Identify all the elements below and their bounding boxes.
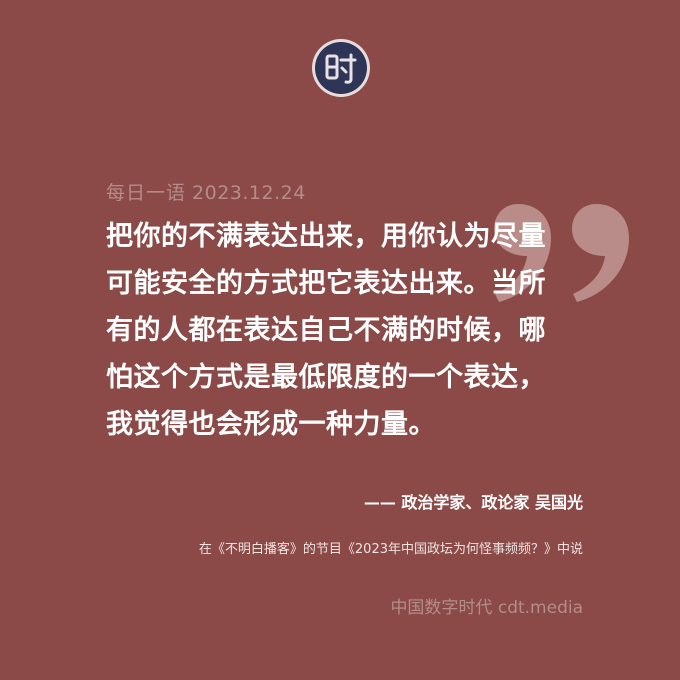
- logo-seal-glyph-icon: [325, 53, 357, 84]
- daily-quote-label: 每日一语: [106, 182, 187, 204]
- quote-line: 怕这个方式是最低限度的一个表达，: [106, 362, 546, 393]
- quote-attribution: —— 政治学家、政论家 吴国光: [363, 493, 583, 512]
- quote-line: 可能安全的方式把它表达出来。当所: [106, 268, 546, 299]
- quote-body: 把你的不满表达出来，用你认为尽量 可能安全的方式把它表达出来。当所 有的人都在表…: [106, 213, 626, 448]
- quote-date: 2023.12.24: [192, 182, 306, 204]
- quote-line: 有的人都在表达自己不满的时候，哪: [106, 315, 546, 346]
- brand-footer: 中国数字时代 cdt.media: [390, 598, 583, 618]
- quote-source: 在《不明白播客》的节目《2023年中国政坛为何怪事频频？》中说: [198, 542, 583, 557]
- date-header: 每日一语 2023.12.24: [106, 178, 306, 205]
- quote-line: 我觉得也会形成一种力量。: [106, 409, 436, 440]
- closing-quote-mark-icon: [494, 204, 629, 302]
- logo-seal-icon: [315, 42, 367, 94]
- quote-line: 把你的不满表达出来，用你认为尽量: [106, 221, 546, 252]
